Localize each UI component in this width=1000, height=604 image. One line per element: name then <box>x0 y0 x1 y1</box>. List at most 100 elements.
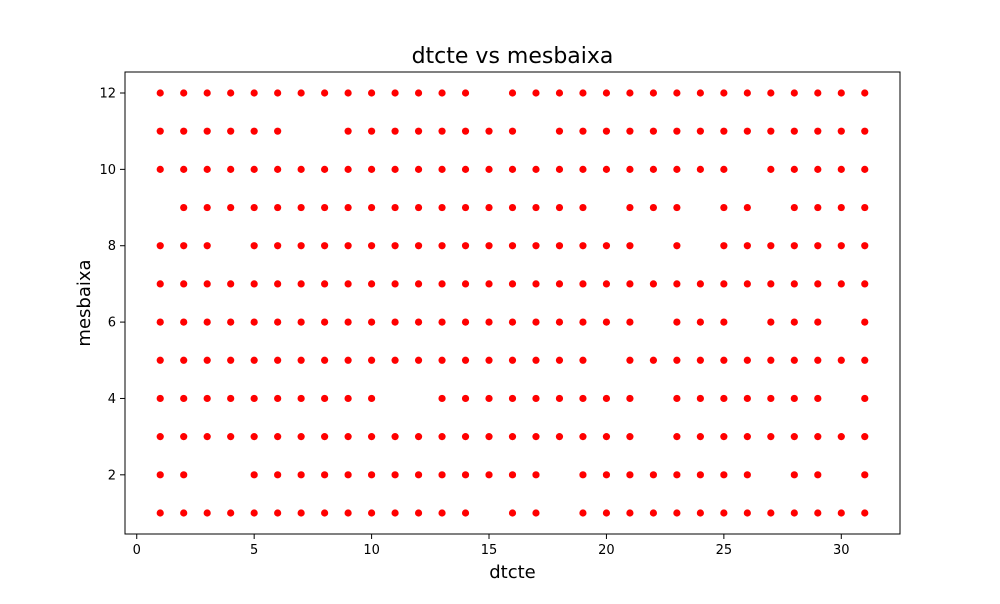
data-point <box>321 356 329 364</box>
data-point <box>790 203 798 212</box>
data-point <box>156 394 164 403</box>
data-point <box>391 203 399 212</box>
data-point <box>367 165 376 173</box>
data-point <box>743 509 751 517</box>
data-point <box>743 127 751 135</box>
x-axis-label: dtcte <box>489 562 536 583</box>
data-point <box>391 433 399 441</box>
data-point <box>532 356 540 364</box>
ticks-layer: 0 5 10 15 20 25 30 2 4 6 8 10 12 <box>99 87 849 559</box>
data-point <box>720 203 728 212</box>
plot-area-frame <box>124 71 901 535</box>
data-point <box>790 280 798 288</box>
y-tick-label: 4 <box>108 392 116 407</box>
data-point <box>790 318 798 326</box>
data-point <box>297 356 305 364</box>
data-point <box>274 242 282 250</box>
data-point <box>649 471 658 479</box>
data-point <box>250 471 258 479</box>
x-tick-label: 15 <box>481 543 498 558</box>
data-point <box>274 471 282 479</box>
data-point <box>203 318 211 326</box>
data-point <box>532 242 540 250</box>
data-point <box>673 89 681 97</box>
data-point <box>814 280 822 288</box>
data-point <box>461 280 470 288</box>
data-point <box>626 509 634 517</box>
data-point <box>438 89 446 97</box>
data-point <box>814 242 822 250</box>
x-tick-label: 0 <box>133 543 141 558</box>
data-point <box>673 509 681 517</box>
data-point <box>626 356 634 364</box>
data-point <box>720 356 728 364</box>
data-point <box>720 165 728 173</box>
data-point <box>579 89 587 97</box>
data-point <box>814 394 822 403</box>
data-point <box>391 127 399 135</box>
data-point <box>790 242 798 250</box>
data-point <box>579 318 587 326</box>
data-point <box>156 509 164 517</box>
data-point <box>180 280 188 288</box>
data-point <box>555 242 564 250</box>
data-point <box>297 203 305 212</box>
data-point <box>602 509 611 517</box>
data-point <box>367 203 376 212</box>
data-point <box>743 89 751 97</box>
data-point <box>227 280 235 288</box>
data-point <box>743 394 751 403</box>
data-point <box>743 203 751 212</box>
data-point <box>696 127 704 135</box>
data-point <box>227 509 235 517</box>
data-point <box>274 165 282 173</box>
data-point <box>626 433 634 441</box>
data-point <box>767 165 775 173</box>
data-point <box>743 433 751 441</box>
data-point <box>438 127 446 135</box>
data-point <box>790 509 798 517</box>
data-point <box>156 242 164 250</box>
data-point <box>414 471 423 479</box>
y-tick-label: 12 <box>99 87 116 102</box>
data-point <box>626 203 634 212</box>
data-point <box>461 89 470 97</box>
data-point <box>367 127 376 135</box>
x-tick-label: 20 <box>598 543 615 558</box>
points-layer <box>156 89 869 517</box>
data-point <box>649 127 658 135</box>
data-point <box>461 356 470 364</box>
data-point <box>532 89 540 97</box>
data-point <box>367 394 376 403</box>
data-point <box>626 471 634 479</box>
data-point <box>274 509 282 517</box>
y-tick-label: 2 <box>108 468 116 483</box>
data-point <box>461 127 470 135</box>
data-point <box>767 394 775 403</box>
data-point <box>837 89 845 97</box>
data-point <box>508 318 517 326</box>
data-point <box>861 203 869 212</box>
data-point <box>555 433 564 441</box>
data-point <box>274 127 282 135</box>
data-point <box>297 280 305 288</box>
data-point <box>438 509 446 517</box>
data-point <box>250 509 258 517</box>
data-point <box>250 242 258 250</box>
data-point <box>227 127 235 135</box>
data-point <box>790 127 798 135</box>
data-point <box>579 242 587 250</box>
data-point <box>344 356 352 364</box>
data-point <box>673 394 681 403</box>
data-point <box>602 89 611 97</box>
data-point <box>438 394 446 403</box>
data-point <box>837 203 845 212</box>
data-point <box>321 165 329 173</box>
data-point <box>321 433 329 441</box>
data-point <box>438 471 446 479</box>
data-point <box>579 165 587 173</box>
data-point <box>673 280 681 288</box>
data-point <box>508 509 517 517</box>
data-point <box>696 433 704 441</box>
data-point <box>250 203 258 212</box>
